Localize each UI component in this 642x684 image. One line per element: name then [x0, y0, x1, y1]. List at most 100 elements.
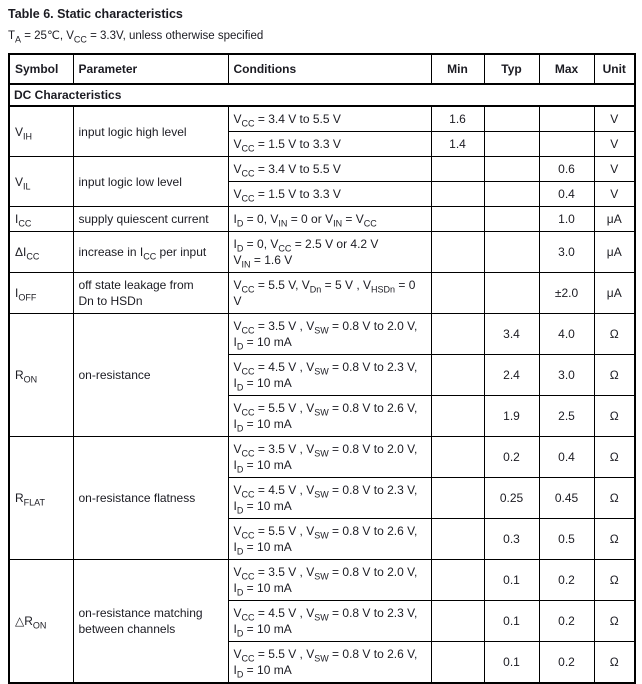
unit-cell: Ω [593, 600, 636, 642]
typ-cell: 0.25 [483, 477, 540, 519]
unit-cell: V [593, 131, 636, 157]
typ-cell [483, 131, 540, 157]
max-cell: 0.2 [538, 600, 595, 642]
conditions-cell: VCC = 4.5 V , VSW = 0.8 V to 2.3 V, ID = … [227, 600, 432, 642]
min-cell [430, 313, 485, 355]
symbol-cell: RON [8, 313, 74, 437]
unit-cell: Ω [593, 641, 636, 684]
spec-row: VCC = 4.5 V , VSW = 0.8 V to 2.3 V, ID = … [9, 600, 636, 642]
min-cell [430, 436, 485, 478]
typ-cell: 2.4 [483, 354, 540, 396]
symbol-cell: ΔICC [8, 231, 74, 273]
parameter-cell: input logic high level [72, 105, 229, 157]
section-label: DC Characteristics [8, 83, 636, 107]
max-cell: 1.0 [538, 206, 595, 232]
table-header: Symbol Parameter Conditions Min Typ Max … [8, 53, 636, 85]
typ-cell [483, 105, 540, 132]
conditions-cell: VCC = 1.5 V to 3.3 V [227, 131, 432, 157]
typ-cell: 3.4 [483, 313, 540, 355]
typ-cell: 0.1 [483, 559, 540, 601]
symbol-cell: IOFF [8, 272, 74, 314]
unit-cell: V [593, 105, 636, 132]
unit-cell: μA [593, 231, 636, 273]
conditions-cell: VCC = 4.5 V , VSW = 0.8 V to 2.3 V, ID = … [227, 477, 432, 519]
max-cell: 0.45 [538, 477, 595, 519]
conditions-cell: VCC = 3.4 V to 5.5 V [227, 105, 432, 132]
max-cell: 0.6 [538, 156, 595, 182]
spec-row: VCC = 1.5 V to 3.3 V 1.4 V [9, 131, 636, 157]
unit-cell: μA [593, 272, 636, 314]
max-cell: 0.2 [538, 641, 595, 684]
parameter-cell: input logic low level [72, 156, 229, 207]
conditions-cell: VCC = 5.5 V , VSW = 0.8 V to 2.6 V, ID = … [227, 395, 432, 437]
spec-row: RFLAT on-resistance flatness VCC = 3.5 V ,… [8, 436, 636, 560]
typ-cell [483, 272, 540, 314]
spec-row: VCC = 5.5 V , VSW = 0.8 V to 2.6 V, ID = … [9, 395, 636, 437]
conditions-cell: VCC = 3.5 V , VSW = 0.8 V to 2.0 V, ID = … [227, 436, 432, 478]
spec-row: VCC = 5.5 V , VSW = 0.8 V to 2.6 V, ID = … [9, 518, 636, 560]
conditions-cell: VCC = 3.5 V , VSW = 0.8 V to 2.0 V, ID = … [227, 313, 432, 355]
min-cell [430, 181, 485, 207]
max-cell: 2.5 [538, 395, 595, 437]
spec-row: RON on-resistance VCC = 3.5 V , VSW = 0.8 … [8, 313, 636, 437]
min-cell [430, 354, 485, 396]
max-cell: 3.0 [538, 231, 595, 273]
conditions-cell: ID = 0, VCC = 2.5 V or 4.2 V VIN = 1.6 V [227, 231, 432, 273]
conditions-cell: VCC = 5.5 V , VSW = 0.8 V to 2.6 V, ID = … [227, 641, 432, 684]
typ-cell: 0.1 [483, 600, 540, 642]
max-cell [538, 105, 595, 132]
parameter-cell: on-resistance flatness [72, 436, 229, 560]
max-cell [538, 131, 595, 157]
spec-row: ΔICC increase in ICC per input ID = 0, VCC… [8, 231, 636, 273]
max-cell: 3.0 [538, 354, 595, 396]
conditions-cell: VCC = 4.5 V , VSW = 0.8 V to 2.3 V, ID = … [227, 354, 432, 396]
parameter-cell: off state leakage from Dn to HSDn [72, 272, 229, 314]
symbol-cell: △RON [8, 559, 74, 684]
col-header-conditions: Conditions [227, 53, 432, 85]
min-cell [430, 231, 485, 273]
conditions-cell: VCC = 1.5 V to 3.3 V [227, 181, 432, 207]
conditions-cell: VCC = 3.5 V , VSW = 0.8 V to 2.0 V, ID = … [227, 559, 432, 601]
typ-cell [483, 231, 540, 273]
max-cell: 4.0 [538, 313, 595, 355]
col-header-typ: Typ [483, 53, 540, 85]
min-cell [430, 559, 485, 601]
unit-cell: V [593, 156, 636, 182]
test-conditions-note: TA = 25℃, VCC = 3.3V, unless otherwise s… [8, 30, 264, 45]
spec-row: VCC = 5.5 V , VSW = 0.8 V to 2.6 V, ID = … [9, 641, 636, 684]
unit-cell: Ω [593, 477, 636, 519]
unit-cell: Ω [593, 518, 636, 560]
max-cell: 0.2 [538, 559, 595, 601]
spec-row: △RON on-resistance matching between channe… [8, 559, 636, 684]
symbol-cell: ICC [8, 206, 74, 232]
symbol-cell: VIL [8, 156, 74, 207]
typ-cell: 0.2 [483, 436, 540, 478]
conditions-cell: VCC = 3.4 V to 5.5 V [227, 156, 432, 182]
typ-cell [483, 206, 540, 232]
spec-row: ICC supply quiescent current ID = 0, VIN =… [8, 206, 636, 232]
min-cell [430, 272, 485, 314]
conditions-cell: VCC = 5.5 V , VSW = 0.8 V to 2.6 V, ID = … [227, 518, 432, 560]
min-cell [430, 395, 485, 437]
spec-row: IOFF off state leakage from Dn to HSDn VCC … [8, 272, 636, 314]
min-cell [430, 600, 485, 642]
typ-cell: 0.3 [483, 518, 540, 560]
max-cell: 0.5 [538, 518, 595, 560]
static-characteristics-table: Symbol Parameter Conditions Min Typ Max … [8, 53, 636, 684]
spec-row: VCC = 4.5 V , VSW = 0.8 V to 2.3 V, ID = … [9, 477, 636, 519]
unit-cell: Ω [593, 436, 636, 478]
col-header-unit: Unit [593, 53, 636, 85]
conditions-cell: ID = 0, VIN = 0 or VIN = VCC [227, 206, 432, 232]
spec-row: VCC = 4.5 V , VSW = 0.8 V to 2.3 V, ID = … [9, 354, 636, 396]
min-cell [430, 641, 485, 684]
typ-cell [483, 181, 540, 207]
symbol-cell: VIH [8, 105, 74, 157]
unit-cell: Ω [593, 559, 636, 601]
min-cell: 1.4 [430, 131, 485, 157]
min-cell [430, 206, 485, 232]
max-cell: 0.4 [538, 181, 595, 207]
col-header-min: Min [430, 53, 485, 85]
unit-cell: Ω [593, 395, 636, 437]
parameter-cell: on-resistance matching between channels [72, 559, 229, 684]
